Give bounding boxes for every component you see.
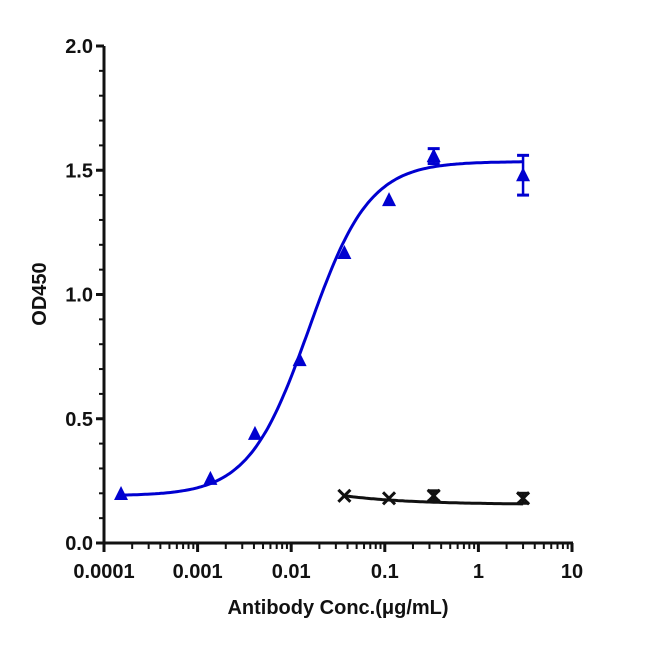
- y-tick-label: 1.0: [65, 285, 93, 307]
- x-marker: [515, 491, 531, 506]
- data-points: [114, 147, 531, 506]
- axes: [102, 46, 573, 545]
- y-tick-label: 1.5: [65, 160, 93, 182]
- fit-curve-antibody: [121, 160, 524, 497]
- y-tick-label: 0.5: [65, 409, 93, 431]
- x-tick-label: 0.1: [371, 561, 399, 583]
- triangle-marker: [114, 486, 129, 501]
- triangle-marker: [203, 470, 218, 485]
- axis-ticks: 0.0 0.5 1.0 1.5 2.0 0.0001 0.001 0.01 0.1 1 10: [65, 36, 583, 583]
- x-tick-label: 0.01: [272, 561, 311, 583]
- triangle-marker: [337, 245, 352, 260]
- x-axis-title: Antibody Conc.(μg/mL): [227, 597, 448, 619]
- y-axis-title: OD450: [29, 262, 51, 325]
- triangle-marker: [382, 192, 397, 207]
- fit-curves: [121, 160, 524, 506]
- triangle-marker: [516, 167, 531, 182]
- x-tick-label: 10: [561, 561, 583, 583]
- y-tick-label: 0.0: [65, 533, 93, 555]
- x-marker: [337, 488, 352, 503]
- x-marker: [426, 488, 441, 503]
- x-tick-label: 1: [473, 561, 484, 583]
- triangle-marker: [292, 352, 307, 367]
- x-marker: [381, 491, 397, 506]
- x-tick-label: 0.001: [173, 561, 223, 583]
- triangle-marker: [426, 148, 441, 163]
- triangle-marker: [247, 425, 262, 440]
- x-tick-label: 0.0001: [73, 561, 134, 583]
- y-tick-label: 2.0: [65, 36, 93, 58]
